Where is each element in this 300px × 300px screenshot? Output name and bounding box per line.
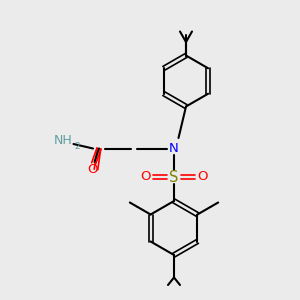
- Text: 2: 2: [74, 142, 80, 151]
- Text: O: O: [140, 170, 151, 184]
- Text: NH: NH: [54, 134, 72, 148]
- Text: S: S: [169, 169, 179, 184]
- Text: N: N: [169, 142, 179, 155]
- Text: O: O: [88, 163, 98, 176]
- Text: O: O: [197, 170, 208, 184]
